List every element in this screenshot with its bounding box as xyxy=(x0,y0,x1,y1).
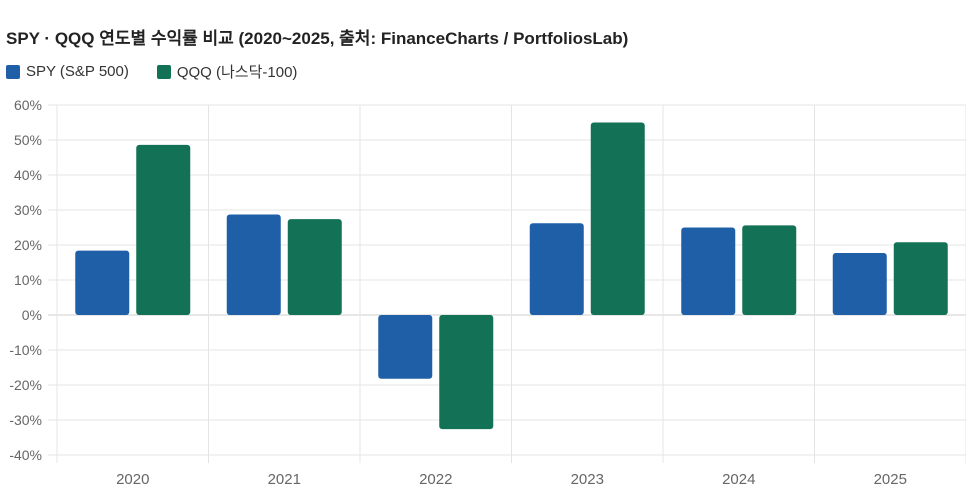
x-axis-labels: 2020 2021 2022 2023 2024 2025 xyxy=(116,471,907,488)
legend-label-spy: SPY (S&P 500) xyxy=(26,63,129,80)
x-tick-label: 2024 xyxy=(722,471,755,488)
y-tick-label: 50% xyxy=(14,132,42,148)
chart-title: SPY · QQQ 연도별 수익률 비교 (2020~2025, 출처: Fin… xyxy=(6,29,629,48)
bar-spy-2024[interactable] xyxy=(681,227,736,316)
bars xyxy=(75,122,948,430)
y-tick-label: 20% xyxy=(14,237,42,253)
x-tick-label: 2025 xyxy=(874,471,907,488)
grid-lines xyxy=(48,104,966,463)
y-tick-label: -10% xyxy=(9,342,42,358)
bar-spy-2021[interactable] xyxy=(226,214,281,315)
x-tick-label: 2022 xyxy=(419,471,452,488)
bar-spy-2020[interactable] xyxy=(75,250,130,315)
legend-item-qqq[interactable]: QQQ (나스닥-100) xyxy=(156,61,298,82)
bar-qqq-2020[interactable] xyxy=(136,144,191,315)
y-tick-label: 40% xyxy=(14,167,42,183)
legend-swatch-spy xyxy=(6,64,20,79)
y-tick-label: 10% xyxy=(14,272,42,288)
x-tick-label: 2021 xyxy=(268,471,301,488)
bar-qqq-2025[interactable] xyxy=(893,242,948,315)
legend: SPY (S&P 500) QQQ (나스닥-100) xyxy=(6,61,297,82)
y-tick-label: -40% xyxy=(9,447,42,463)
y-tick-label: 30% xyxy=(14,202,42,218)
bar-qqq-2023[interactable] xyxy=(590,122,645,316)
legend-label-qqq: QQQ (나스닥-100) xyxy=(176,64,298,81)
legend-swatch-qqq xyxy=(156,64,171,79)
y-tick-label: 0% xyxy=(22,307,42,323)
x-tick-label: 2020 xyxy=(116,471,149,488)
y-tick-label: -20% xyxy=(9,377,42,393)
x-tick-label: 2023 xyxy=(571,471,604,488)
bar-spy-2022[interactable] xyxy=(378,315,433,379)
bar-spy-2023[interactable] xyxy=(529,223,584,315)
y-tick-label: -30% xyxy=(9,412,42,428)
bar-spy-2025[interactable] xyxy=(832,253,887,315)
y-tick-label: 60% xyxy=(14,97,42,113)
bar-qqq-2024[interactable] xyxy=(742,225,797,315)
y-axis-ticks: -40% -30% -20% -10% 0% 10% 20% 30% 40% 50% 60% xyxy=(9,97,42,463)
bar-qqq-2022[interactable] xyxy=(439,315,494,430)
legend-item-spy[interactable]: SPY (S&P 500) xyxy=(6,61,129,82)
bar-qqq-2021[interactable] xyxy=(287,219,342,315)
